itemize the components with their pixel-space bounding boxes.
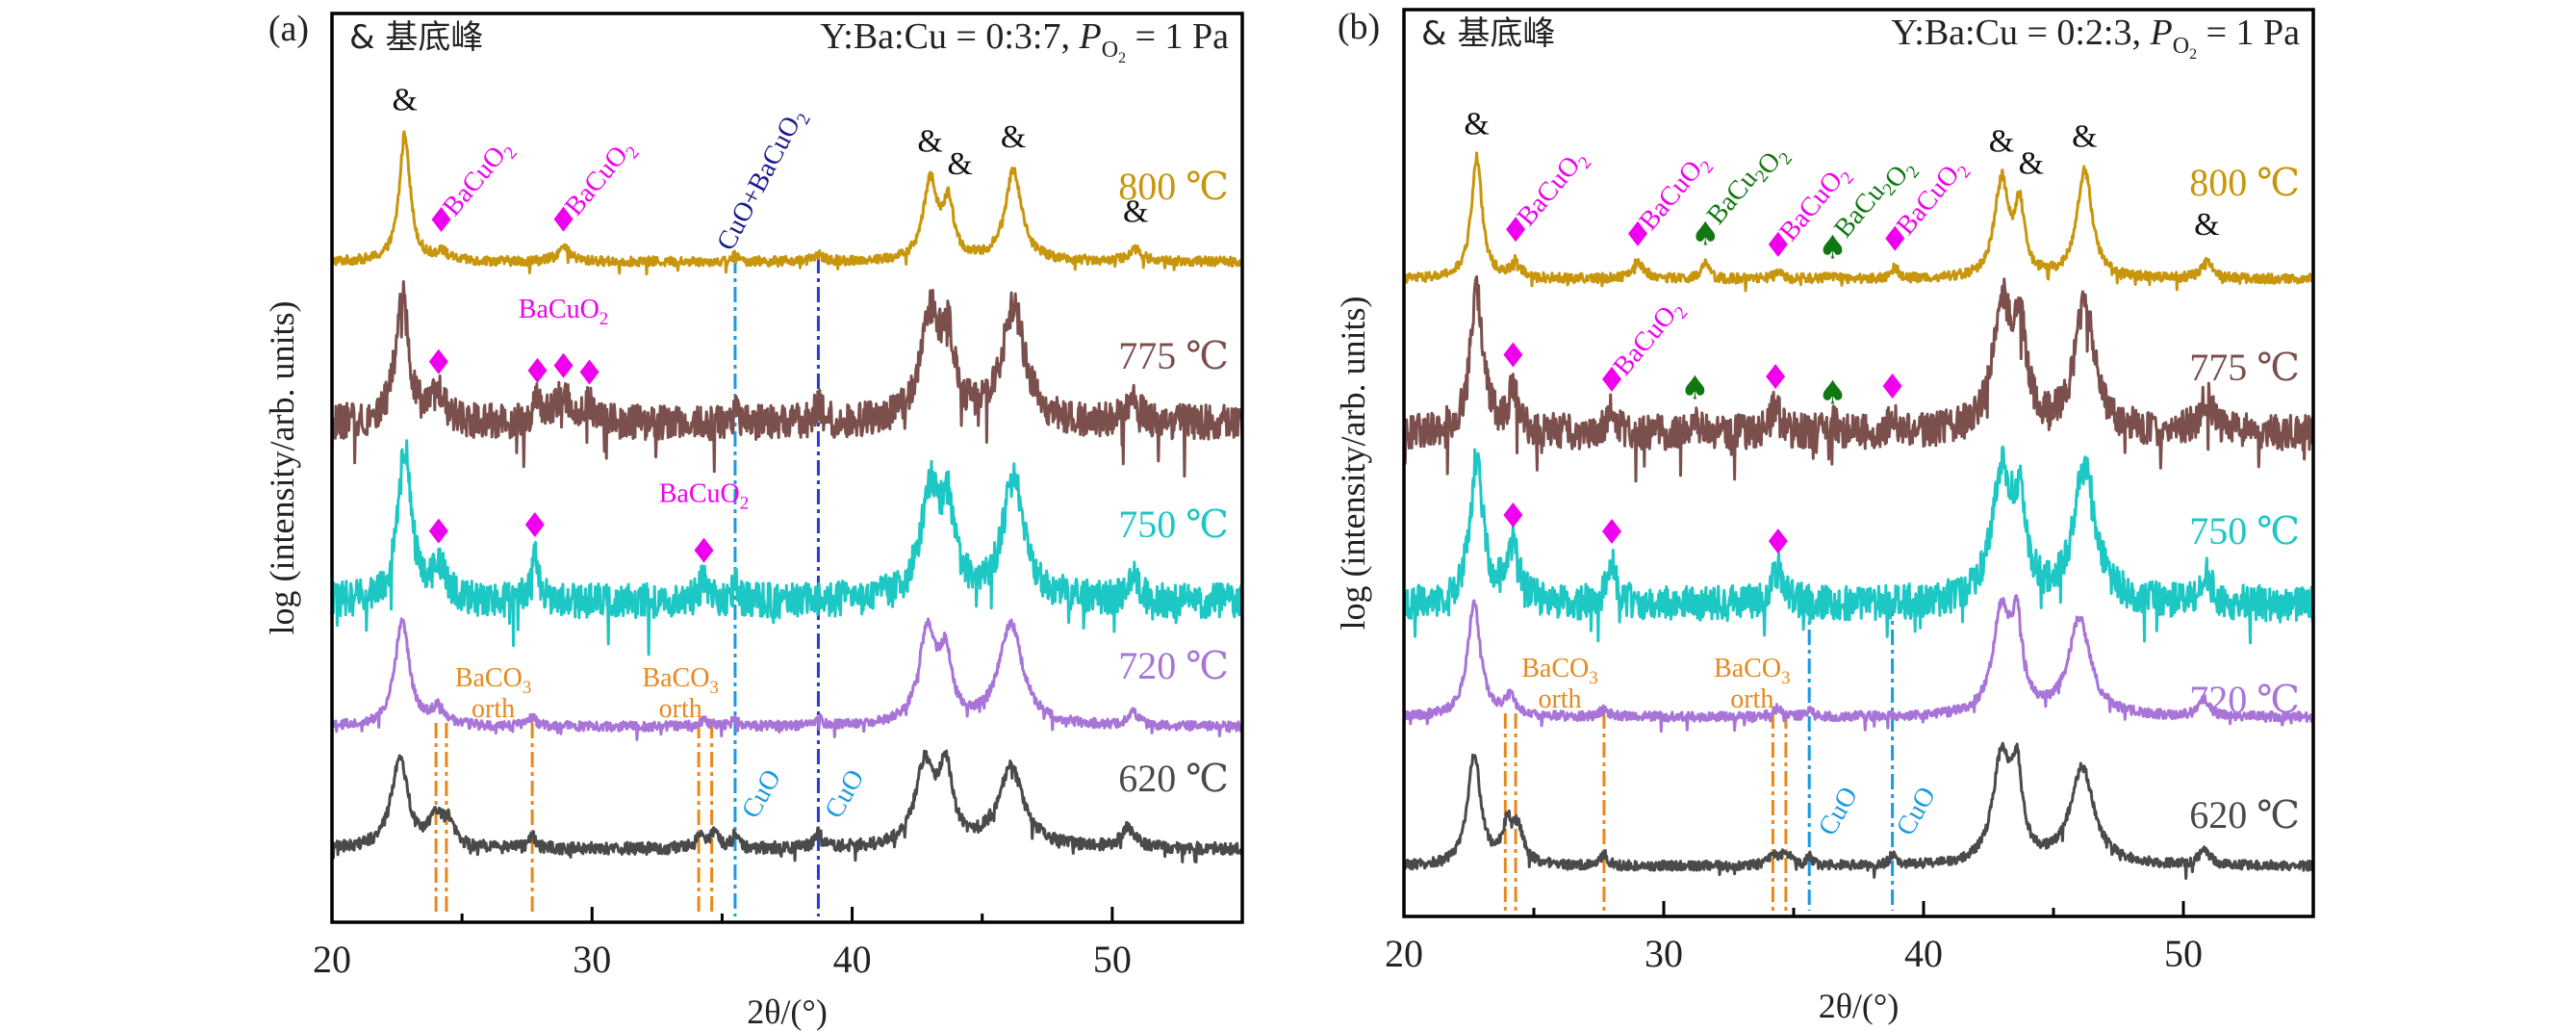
phase-annotation: BaCuO2 (659, 479, 750, 514)
series-label: 620 ℃ (1118, 757, 1229, 800)
bacuo2-diamond-marker (1766, 364, 1786, 390)
series-line-750C (330, 439, 1244, 657)
phase-annotation: BaCuO2 (519, 295, 609, 329)
y-axis-label: log (intensity/arb. units) (263, 301, 301, 635)
series-line-720C (330, 617, 1244, 741)
bacuo2-diamond-marker (1602, 519, 1621, 545)
bacuo2-diamond-marker (1503, 342, 1523, 368)
substrate-peak-marker: & (2019, 145, 2044, 181)
bacuo2-diamond-marker (694, 537, 714, 563)
phase-annotation: CuO (736, 764, 787, 823)
phase-annotation-sub: orth (659, 694, 702, 724)
x-tick-label: 40 (1904, 932, 1943, 975)
phase-annotation-sub: orth (1730, 684, 1773, 714)
condition-text: Y:Ba:Cu = 0:3:7, PO2 = 1 Pa (820, 16, 1229, 66)
x-tick-label: 20 (1385, 932, 1423, 975)
phase-annotation: BaCuO2 (437, 134, 522, 225)
x-tick-label: 50 (2164, 932, 2203, 975)
panel-a: (a) log (intensity/arb. units) 2θ/(°) 20 30 4… (263, 9, 1244, 1031)
series-line-750C (1402, 445, 2315, 645)
substrate-peak-marker: & (2194, 207, 2219, 243)
phase-annotation: CuO (1891, 782, 1942, 840)
substrate-peak-marker: & (392, 83, 417, 118)
plot-frame (1402, 8, 2315, 918)
substrate-peak-marker: & (1001, 119, 1026, 155)
bacu2o2-spade-marker: ♠ (1818, 229, 1847, 268)
bacu2o2-spade-marker: ♠ (1818, 374, 1847, 412)
panel-b: (b) log (intensity/arb. units) 2θ/(°) 20 30 4… (1334, 7, 2315, 1025)
substrate-peak-marker: & (1123, 193, 1148, 229)
panel-tag: (a) (268, 9, 309, 49)
bacuo2-diamond-marker (553, 352, 574, 378)
bacuo2-diamond-marker (1628, 220, 1647, 246)
phase-annotation: CuO (1813, 782, 1864, 840)
series-line-720C (1403, 594, 2314, 734)
series-label: 620 ℃ (2189, 793, 2300, 837)
x-tick-label: 30 (1645, 932, 1683, 975)
series-label: 775 ℃ (2189, 346, 2300, 389)
phase-annotation: BaCuO2 (1608, 294, 1693, 385)
x-axis-label: 2θ/(°) (1819, 987, 1900, 1025)
bacu2o2-spade-marker: ♠ (1691, 216, 1720, 254)
bacuo2-diamond-marker (1506, 217, 1526, 243)
series-label: 775 ℃ (1118, 334, 1229, 377)
x-tick-label: 30 (573, 938, 611, 981)
series-label: 750 ℃ (2189, 509, 2300, 553)
substrate-peak-marker: & (2072, 118, 2097, 154)
bacuo2-diamond-marker (1882, 373, 1902, 399)
bacuo2-diamond-marker (524, 511, 545, 537)
substrate-peak-marker: & (947, 146, 972, 182)
bacu2o2-spade-marker: ♠ (1680, 369, 1709, 407)
phase-annotation-sub: orth (472, 694, 515, 724)
legend-substrate-peak: & 基底峰 (349, 18, 483, 57)
y-axis-label: log (intensity/arb. units) (1334, 296, 1372, 631)
condition-text: Y:Ba:Cu = 0:2:3, PO2 = 1 Pa (1891, 13, 2300, 63)
series-label: 750 ℃ (1118, 503, 1229, 546)
phase-annotation: BaCO3 (1521, 654, 1598, 688)
substrate-peak-marker: & (917, 124, 942, 160)
phase-annotation: BaCuO2 (1891, 153, 1976, 245)
bacuo2-diamond-marker (428, 518, 448, 544)
bacuo2-diamond-marker (1602, 366, 1621, 392)
bacuo2-diamond-marker (1885, 225, 1905, 251)
bacuo2-diamond-marker (431, 206, 451, 232)
bacuo2-diamond-marker (1503, 503, 1523, 528)
phase-annotation: CuO (819, 764, 870, 823)
series-line-620C (1402, 741, 2315, 880)
panel-tag: (b) (1338, 7, 1380, 47)
series-line-800C (331, 130, 1244, 276)
bacuo2-diamond-marker (1768, 528, 1788, 554)
phase-annotation-sub: orth (1538, 684, 1581, 714)
bacuo2-diamond-marker (428, 348, 448, 374)
phase-annotation: BaCO3 (1714, 654, 1791, 688)
bacuo2-diamond-marker (553, 206, 574, 232)
x-tick-label: 50 (1093, 938, 1132, 981)
substrate-peak-marker: & (1464, 107, 1489, 142)
series-line-775C (1402, 275, 2315, 483)
phase-annotation: BaCO3 (455, 663, 532, 698)
x-axis-label: 2θ/(°) (747, 992, 828, 1031)
x-tick-label: 40 (833, 938, 872, 981)
phase-annotation: CuO+BaCuO2 (711, 104, 815, 258)
series-line-620C (330, 749, 1244, 863)
phase-annotation: BaCO3 (642, 663, 719, 698)
legend-substrate-peak: & 基底峰 (1421, 14, 1555, 53)
phase-annotation: BaCuO2 (559, 134, 644, 225)
x-tick-label: 20 (313, 938, 351, 981)
series-label: 720 ℃ (2189, 678, 2300, 721)
series-label: 800 ℃ (2189, 161, 2300, 204)
series-label: 720 ℃ (1118, 644, 1229, 687)
series-line-775C (330, 280, 1244, 478)
bacuo2-diamond-marker (579, 359, 599, 385)
phase-annotation: BaCuO2 (1512, 143, 1596, 235)
substrate-peak-marker: & (1989, 124, 2014, 160)
bacuo2-diamond-marker (1768, 231, 1788, 257)
series-line-800C (1402, 151, 2315, 293)
series-label: 800 ℃ (1118, 165, 1229, 208)
plot-frame (330, 12, 1244, 924)
bacuo2-diamond-marker (527, 357, 548, 383)
